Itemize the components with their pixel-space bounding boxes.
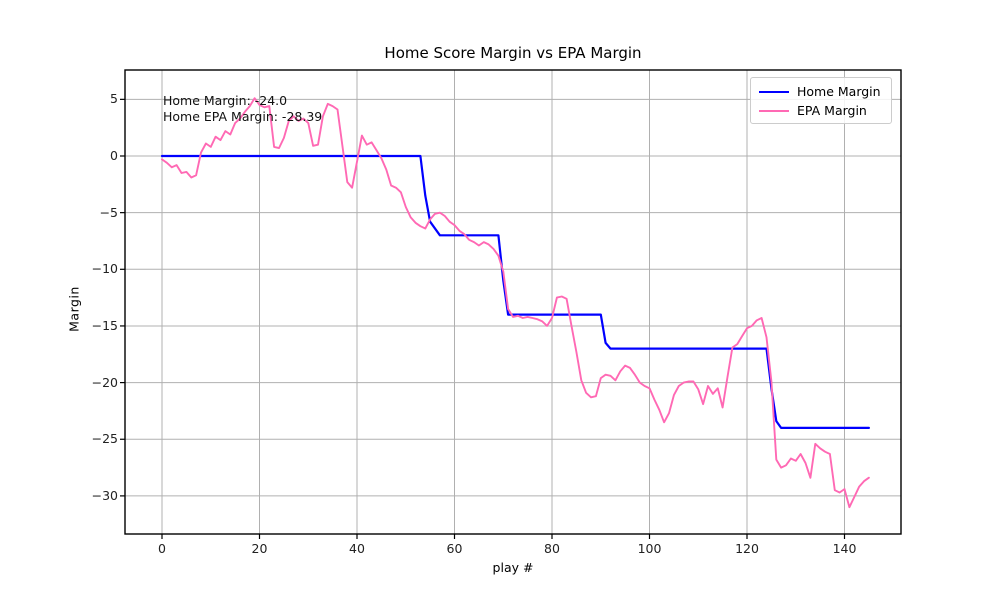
x-tick-label: 0 xyxy=(158,541,166,556)
legend-entry: Home Margin xyxy=(759,82,891,101)
score-annotation: Home Margin: -24.0 Home EPA Margin: -28.3… xyxy=(163,93,322,124)
y-tick-label: 5 xyxy=(110,91,118,107)
x-tick-label: 120 xyxy=(735,541,759,556)
annotation-epa-margin: Home EPA Margin: -28.39 xyxy=(163,108,323,124)
legend-entry: EPA Margin xyxy=(759,101,891,120)
x-axis-label: play # xyxy=(492,560,534,575)
y-tick-label: −25 xyxy=(91,431,118,447)
epa-margin-line xyxy=(161,97,870,509)
legend-line-swatch xyxy=(759,109,789,112)
home-margin-line xyxy=(160,154,871,429)
y-tick-label: 0 xyxy=(110,148,118,163)
axes-frame xyxy=(124,69,902,535)
x-tick-label: 60 xyxy=(446,541,463,556)
y-tick-label: −10 xyxy=(91,261,118,277)
y-tick-label: −15 xyxy=(91,317,118,333)
x-tick-label: 140 xyxy=(832,541,857,556)
y-tick-label: −30 xyxy=(91,487,118,503)
legend-label: Home Margin xyxy=(797,84,881,99)
chart-title: Home Score Margin vs EPA Margin xyxy=(384,44,642,62)
y-tick-label: −5 xyxy=(99,204,118,220)
x-tick-label: 80 xyxy=(544,541,560,556)
annotation-home-margin: Home Margin: -24.0 xyxy=(163,93,288,108)
legend-label: EPA Margin xyxy=(797,103,867,118)
x-tick-label: 100 xyxy=(637,541,662,556)
x-tick-label: 40 xyxy=(349,541,365,556)
legend: Home Margin EPA Margin xyxy=(750,77,892,124)
y-tick-label: −20 xyxy=(91,374,118,390)
legend-line-swatch xyxy=(759,90,789,93)
x-tick-label: 20 xyxy=(251,541,268,556)
